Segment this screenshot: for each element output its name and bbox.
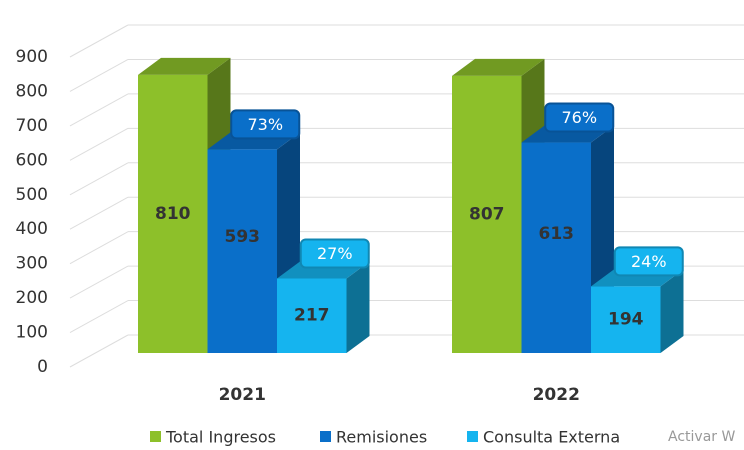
data-label: 217 <box>294 306 330 326</box>
x-tick-label: 2021 <box>219 385 266 405</box>
legend-swatch <box>467 431 478 442</box>
data-label: 613 <box>539 224 575 244</box>
grid-line <box>69 231 129 265</box>
data-label: 593 <box>225 227 261 247</box>
y-tick-label: 900 <box>16 47 48 67</box>
bar <box>277 278 347 353</box>
grid-line <box>69 127 129 161</box>
grid-line <box>69 162 129 196</box>
legend-swatch <box>320 431 331 442</box>
bar-side <box>660 269 684 353</box>
grid-line <box>69 93 129 127</box>
grid-line <box>69 300 129 333</box>
share-label: 76% <box>561 108 597 127</box>
legend-label: Total Ingresos <box>165 428 276 447</box>
grid-line <box>69 59 129 92</box>
bar-top <box>452 58 545 76</box>
share-label: 24% <box>631 252 667 271</box>
y-tick-label: 0 <box>37 357 48 377</box>
y-tick-label: 400 <box>16 219 48 239</box>
legend-swatch <box>150 431 161 442</box>
share-label-box <box>299 238 370 269</box>
legend-label: Consulta Externa <box>483 428 620 447</box>
grid-line <box>69 24 129 58</box>
share-label: 27% <box>317 244 353 263</box>
bar <box>452 75 522 354</box>
y-tick-label: 200 <box>16 288 48 308</box>
bar <box>207 149 277 353</box>
bar-side <box>346 261 370 353</box>
bar <box>521 142 591 353</box>
bar <box>591 286 661 353</box>
share-label-box <box>613 246 684 277</box>
grid-line <box>69 265 129 299</box>
share-label-box <box>544 102 615 133</box>
y-tick-label: 300 <box>16 254 48 274</box>
data-label: 810 <box>155 204 191 224</box>
legend-label: Remisiones <box>336 428 427 447</box>
data-label: 194 <box>608 310 644 330</box>
y-tick-label: 500 <box>16 185 48 205</box>
watermark: Activar W <box>668 429 735 445</box>
data-label: 807 <box>469 204 505 224</box>
y-tick-label: 600 <box>16 150 48 170</box>
share-label-box <box>230 109 301 140</box>
grid-line <box>69 334 129 368</box>
bar-top <box>138 57 231 75</box>
grid-line <box>69 196 129 230</box>
share-label: 73% <box>247 115 283 134</box>
x-tick-label: 2022 <box>533 385 580 405</box>
y-tick-label: 700 <box>16 116 48 136</box>
bar <box>138 74 208 354</box>
y-tick-label: 800 <box>16 81 48 101</box>
y-tick-label: 100 <box>16 323 48 343</box>
